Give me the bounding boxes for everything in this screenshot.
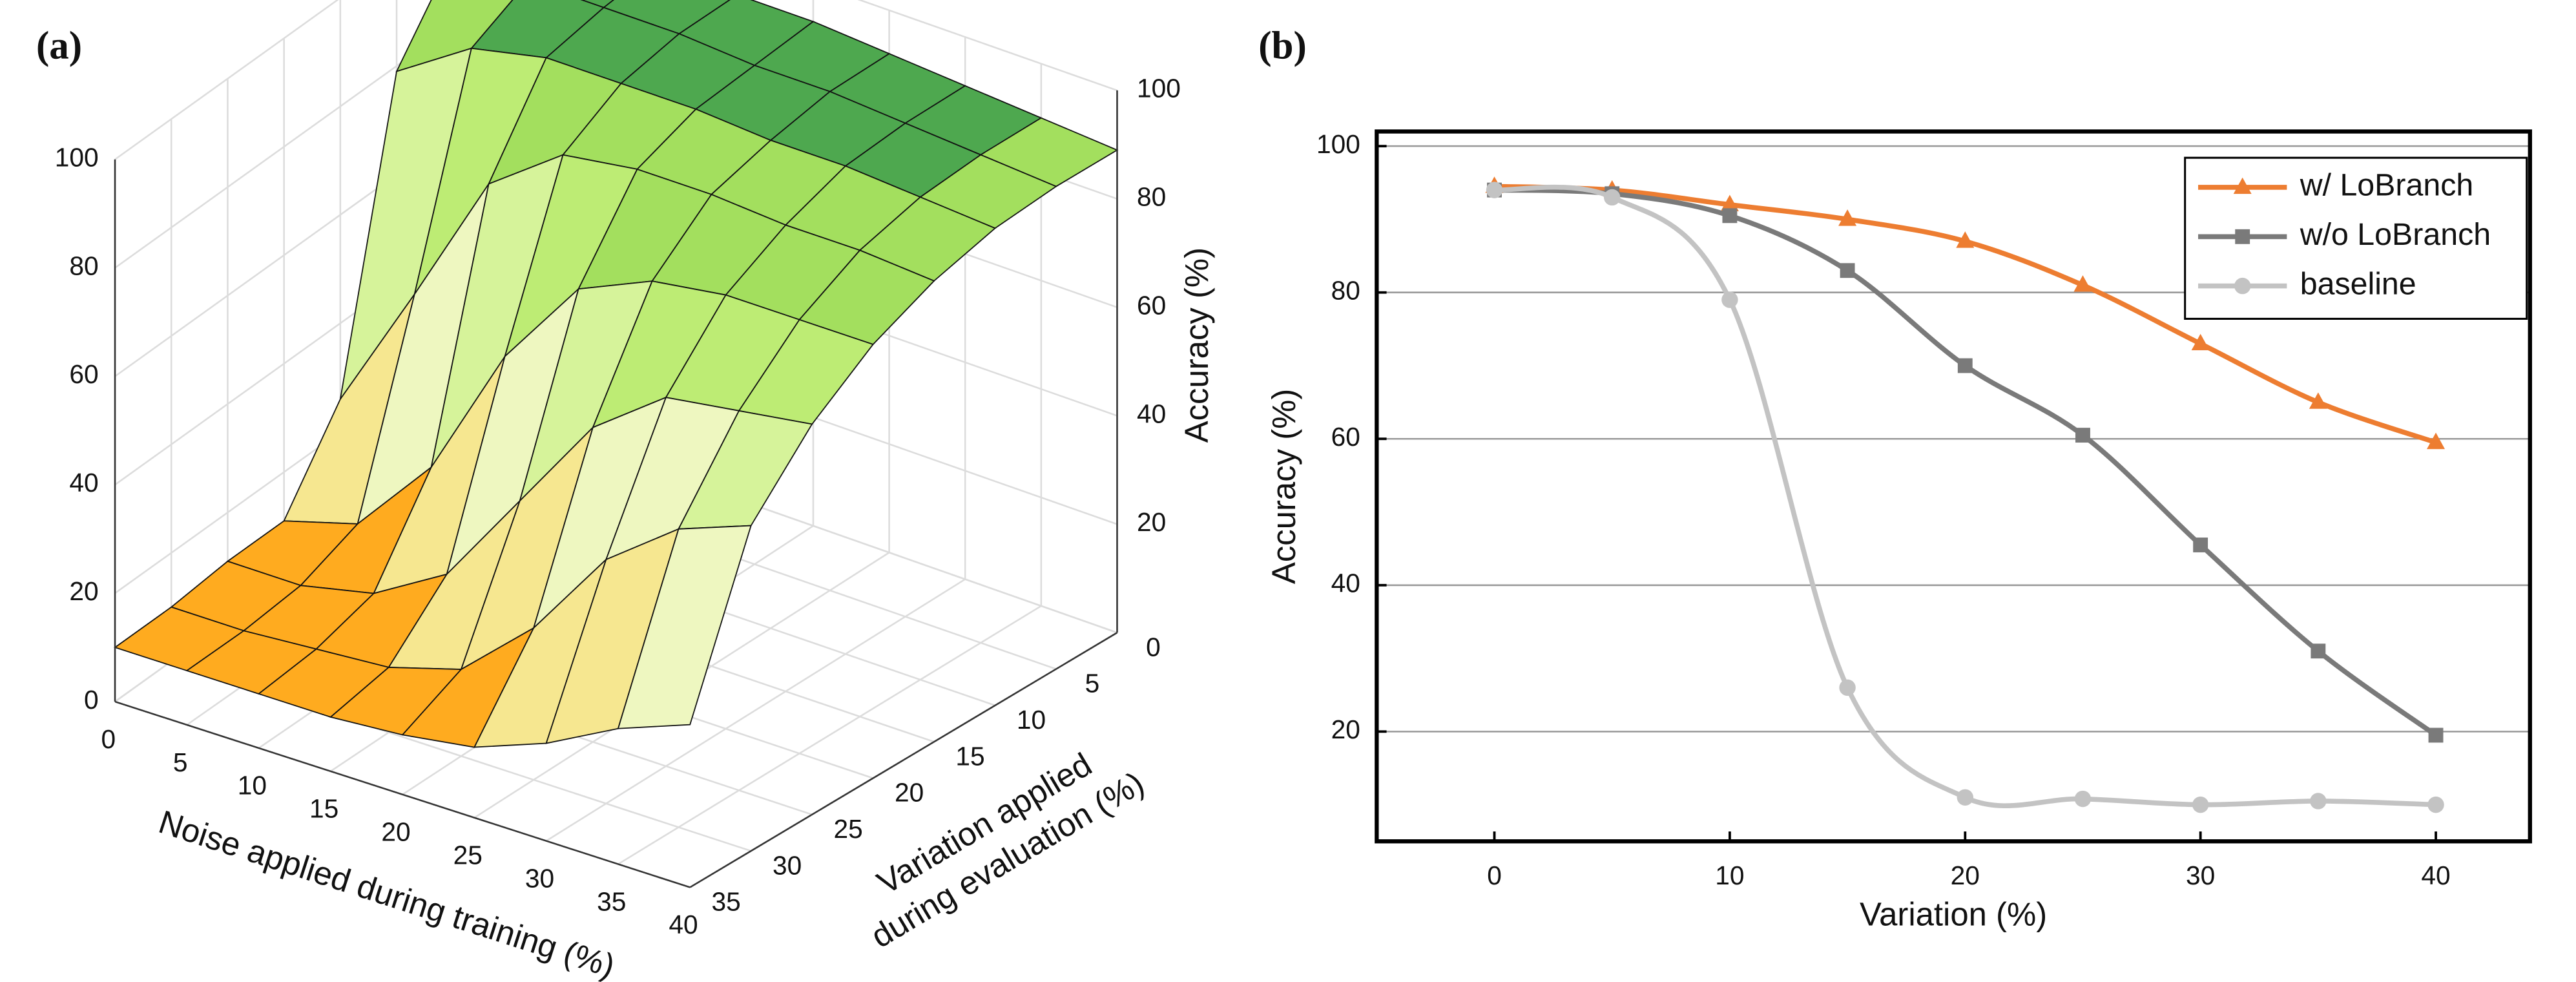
z-tick-label: 100 <box>55 142 99 172</box>
x-tick-label: 30 <box>525 863 554 893</box>
z-tick-label: 0 <box>84 685 99 715</box>
marker <box>2073 275 2092 292</box>
marker <box>2427 432 2446 450</box>
z-tick-label: 80 <box>69 251 98 280</box>
x-tick-label: 30 <box>2186 861 2215 890</box>
grid-line <box>618 605 1042 865</box>
legend-label: baseline <box>2300 266 2416 301</box>
x-tick-label: 0 <box>1487 861 1502 890</box>
x-tick-label: 0 <box>101 724 116 754</box>
marker <box>2234 277 2251 295</box>
marker <box>1604 189 1621 206</box>
marker <box>2235 229 2250 244</box>
marker <box>2428 727 2444 743</box>
z-tick-label: 40 <box>69 468 98 497</box>
z-tick-label: 20 <box>69 576 98 606</box>
y-tick-label: 40 <box>1331 569 1360 598</box>
y-axis-label: Accuracy (%) <box>1265 389 1302 584</box>
x-tick-label: 40 <box>2421 861 2450 890</box>
y-tick-label: 15 <box>955 741 984 771</box>
surface-chart: 0 20 40 60 80 100 20 40 60 80 100 0 5 10 15 20 25 30 35 40 0… <box>55 0 1215 982</box>
marker <box>2309 392 2327 409</box>
marker <box>2310 793 2327 810</box>
z-tick-label: 20 <box>1137 507 1166 537</box>
x-tick-label: 20 <box>1951 861 1980 890</box>
marker <box>1721 291 1738 308</box>
z-axis-label: Accuracy (%) <box>1178 247 1215 443</box>
axis-line <box>689 632 1118 888</box>
surface-cell <box>617 525 752 729</box>
marker <box>1722 208 1738 224</box>
y-tick-label: 20 <box>895 778 924 808</box>
z-tick-label: 80 <box>1137 182 1166 212</box>
marker <box>2075 428 2090 443</box>
marker <box>1839 679 1856 696</box>
x-tick-label: 15 <box>309 794 338 824</box>
x-tick-label: 25 <box>453 840 483 870</box>
panel-label: (a) <box>36 24 82 67</box>
z-tick-label: 60 <box>69 359 98 389</box>
legend-label: w/ LoBranch <box>2300 168 2474 203</box>
y-tick-label: 60 <box>1331 422 1360 452</box>
marker <box>1840 263 1855 278</box>
marker <box>2233 177 2252 194</box>
marker <box>2191 333 2210 351</box>
y-tick-label: 80 <box>1331 275 1360 305</box>
x-tick-label: 20 <box>381 817 410 847</box>
x-tick-label: 10 <box>238 771 267 800</box>
y-tick-label: 100 <box>1316 129 1360 159</box>
panel-label: (b) <box>1258 24 1307 67</box>
grid-line <box>545 578 966 842</box>
marker <box>1838 209 1857 226</box>
y-tick-label: 20 <box>1331 715 1360 744</box>
marker <box>2192 796 2209 813</box>
y-tick-label: 30 <box>773 850 802 880</box>
marker <box>2311 643 2326 659</box>
axis-line <box>114 700 691 888</box>
series-line <box>1494 184 2436 808</box>
y-tick-label: 35 <box>712 887 741 917</box>
marker <box>2193 538 2208 552</box>
x-tick-label: 35 <box>597 886 626 916</box>
y-tick-label: 5 <box>1085 669 1100 698</box>
z-tick-label: 100 <box>1137 74 1181 103</box>
marker <box>2074 790 2092 808</box>
legend-label: w/o LoBranch <box>2300 217 2491 252</box>
grid-line <box>114 0 339 160</box>
x-tick-label: 40 <box>669 910 698 939</box>
x-tick-label: 5 <box>173 747 188 777</box>
marker <box>1957 358 1973 373</box>
marker <box>1486 182 1503 198</box>
z-tick-label: 60 <box>1137 290 1166 320</box>
grid-line <box>857 0 1117 92</box>
marker <box>2427 796 2444 813</box>
line-chart: 20 40 60 80 100 0 10 20 30 40 Variation (%) Accurac… <box>1265 129 2532 933</box>
y-tick-label: 0 <box>1146 632 1161 662</box>
marker <box>1957 789 1973 806</box>
marker <box>1720 194 1739 211</box>
plot-frame <box>1375 129 2532 844</box>
y-tick-label: 10 <box>1017 705 1046 735</box>
x-axis-label: Variation (%) <box>1860 896 2047 933</box>
y-tick-label: 25 <box>833 814 862 844</box>
marker <box>1956 231 1975 248</box>
z-tick-label: 40 <box>1137 399 1166 428</box>
x-tick-label: 10 <box>1715 861 1744 890</box>
